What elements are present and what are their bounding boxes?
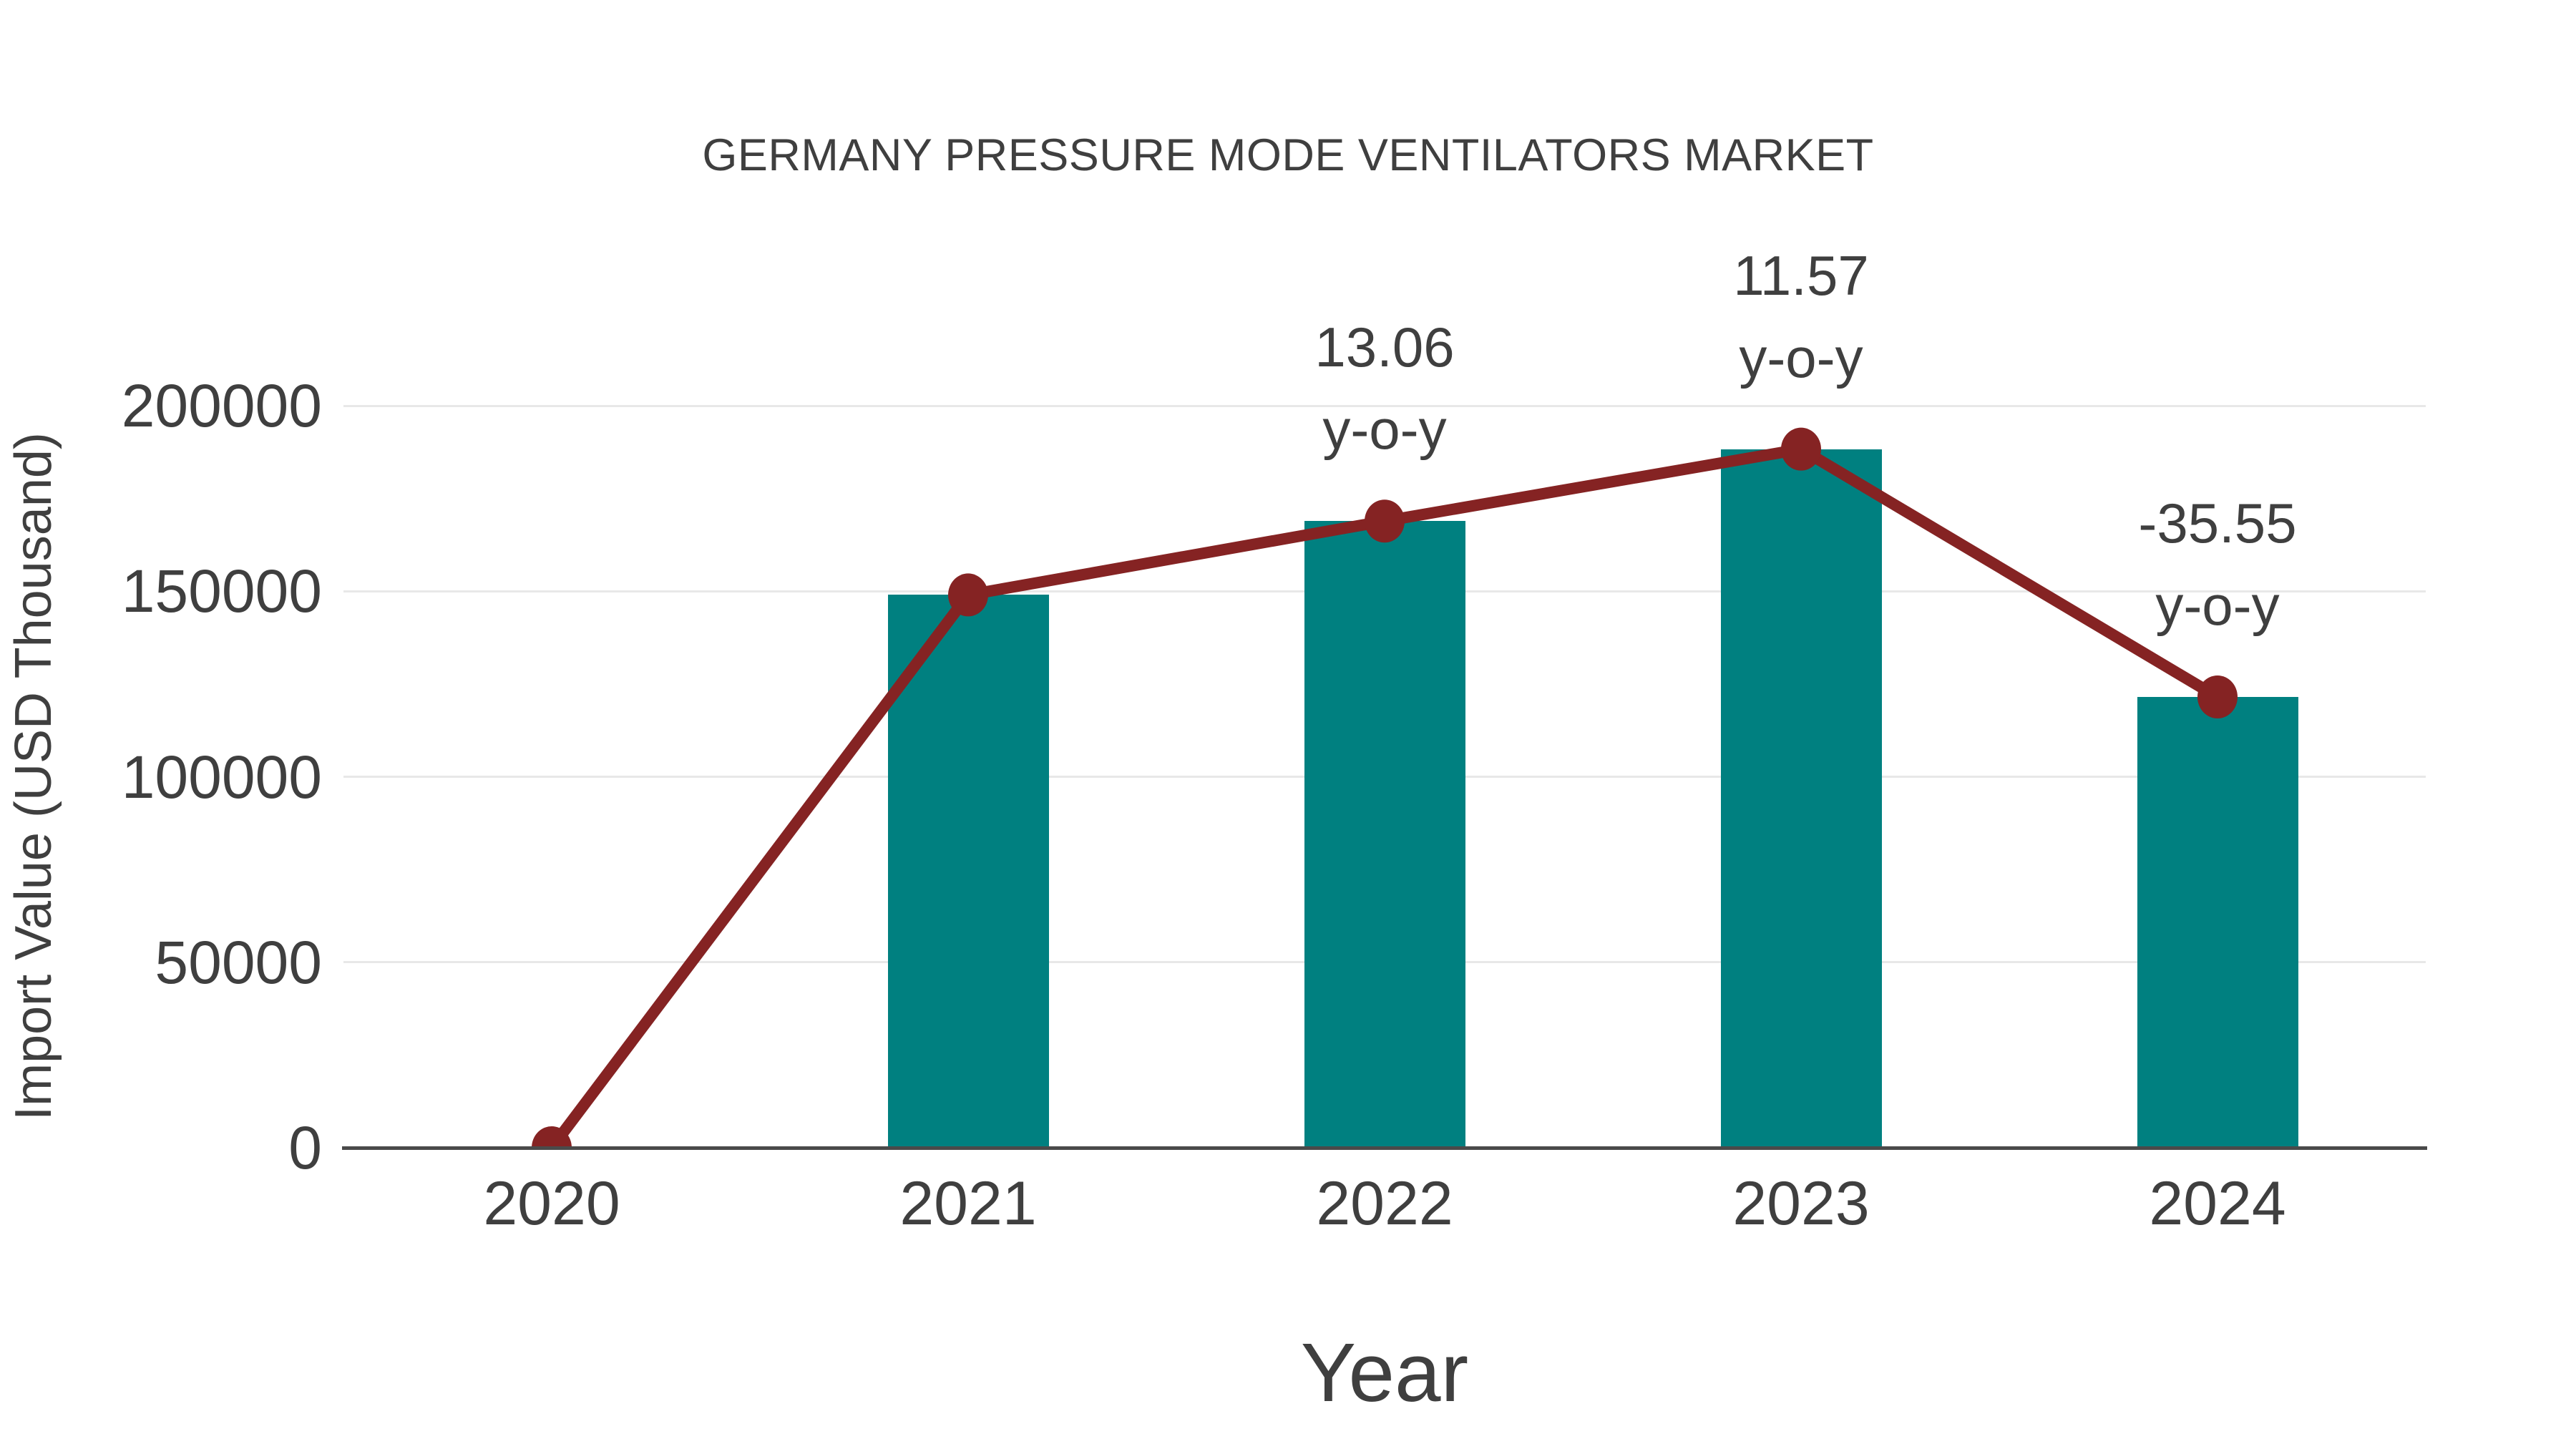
y-tick-label: 50000 [155,928,322,996]
data-point-2022 [1365,499,1405,543]
y-tick-label: 150000 [121,557,322,625]
bar-2022 [1304,521,1465,1147]
annotation-2024: -35.55 y-o-y [1967,482,2468,647]
data-point-2023 [1781,427,1821,471]
annotation-2023: 11.57 y-o-y [1551,235,2051,399]
y-tick-label: 100000 [121,743,322,811]
data-point-2020 [532,1126,572,1149]
y-tick-label: 200000 [121,372,322,439]
annotation-value: 13.06 [1314,316,1455,379]
bar-2023 [1720,449,1882,1147]
x-tick-label: 2023 [1732,1169,1870,1238]
x-tick-label: 2022 [1316,1169,1453,1238]
annotation-unit: y-o-y [1739,326,1863,389]
x-axis-title: Year [1300,1326,1469,1419]
annotation-unit: y-o-y [1322,398,1447,462]
chart-title: GERMANY PRESSURE MODE VENTILATORS MARKET [702,130,1874,180]
annotation-value: -35.55 [2138,492,2297,555]
gridline [343,404,2426,407]
data-point-2021 [948,573,988,617]
annotation-value: 11.57 [1733,243,1869,307]
annotation-2022: 13.06 y-o-y [1134,306,1635,471]
bar-2021 [887,595,1049,1147]
bar-2024 [2137,697,2298,1147]
x-tick-label: 2021 [899,1169,1037,1238]
x-tick-label: 2020 [483,1169,620,1238]
trend-line-layer [532,427,2238,1149]
annotation-unit: y-o-y [2155,574,2280,638]
data-point-2024 [2197,675,2238,719]
y-tick-label: 0 [288,1114,322,1181]
x-tick-label: 2024 [2149,1169,2286,1238]
x-axis-line [342,1146,2427,1150]
